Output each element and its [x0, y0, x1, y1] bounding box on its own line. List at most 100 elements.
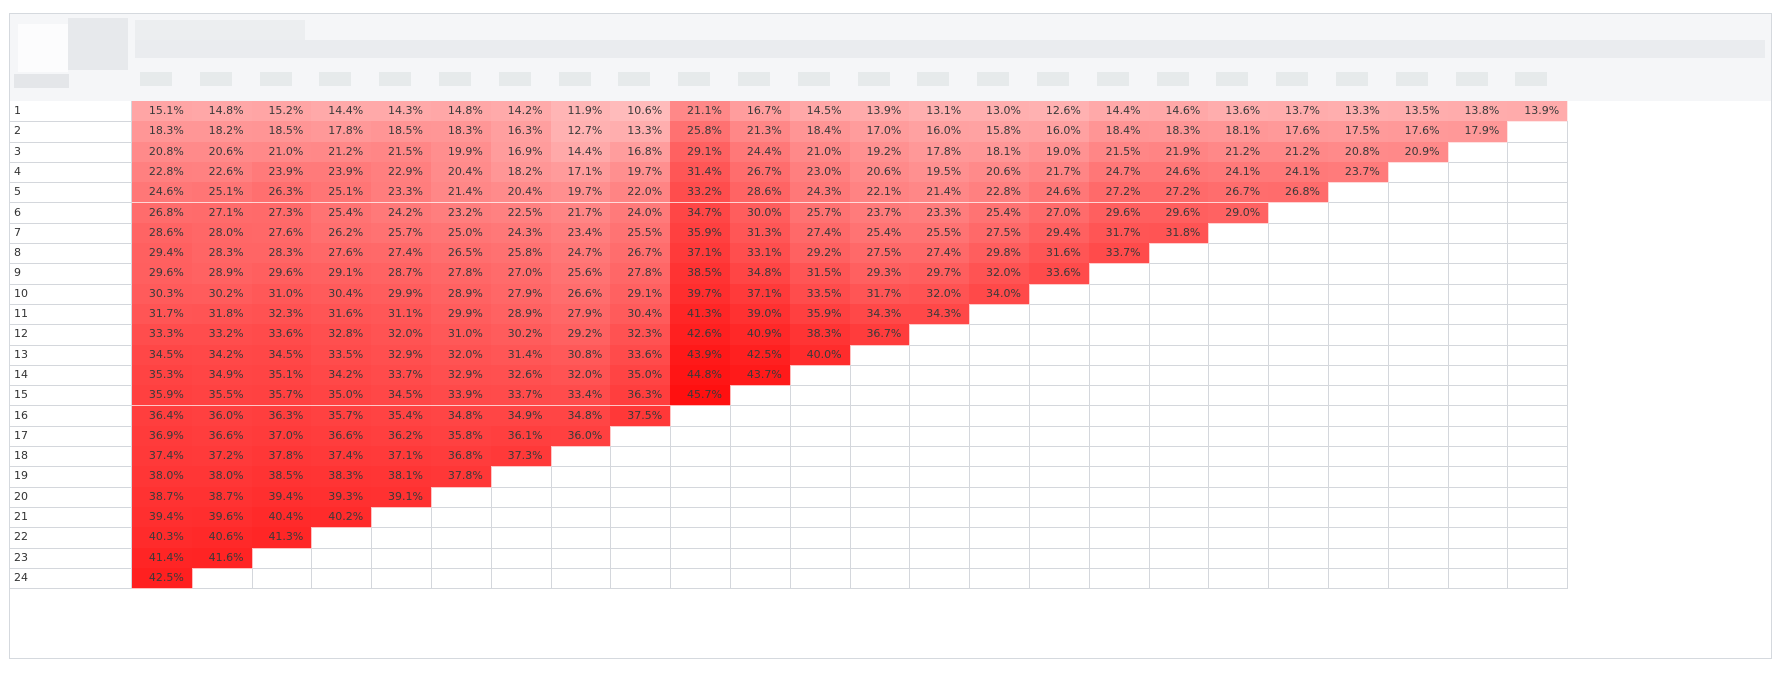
empty-cell: [1208, 486, 1270, 508]
empty-cell: [1148, 344, 1210, 366]
table-cell: 36.4%: [132, 405, 193, 427]
empty-cell: [1328, 486, 1389, 508]
empty-cell: [969, 385, 1030, 407]
table-cell: 33.2%: [670, 182, 731, 204]
empty-cell: [969, 304, 1030, 326]
empty-cell: [1387, 446, 1449, 468]
table-cell: 27.0%: [1029, 202, 1090, 224]
table-cell: 27.6%: [251, 222, 313, 245]
table-cell: 23.3%: [909, 202, 971, 224]
table-cell: 20.8%: [132, 141, 193, 163]
empty-cell: [1387, 304, 1449, 326]
table-cell: 43.9%: [670, 344, 731, 366]
table-cell: 27.5%: [849, 243, 911, 265]
empty-cell: [1507, 182, 1569, 204]
empty-cell: [1088, 304, 1150, 326]
empty-cell: [909, 446, 971, 468]
table-cell: 29.0%: [1208, 202, 1270, 224]
empty-cell: [550, 567, 612, 590]
empty-cell: [1208, 466, 1270, 488]
empty-cell: [490, 466, 552, 488]
table-cell: 13.8%: [1447, 101, 1509, 123]
empty-cell: [1268, 283, 1329, 305]
table-cell: 38.3%: [311, 466, 373, 488]
row-label: 19: [10, 466, 132, 488]
table-cell: 22.6%: [191, 161, 253, 184]
table-cell: 25.5%: [610, 222, 672, 245]
row-label: 12: [10, 324, 132, 346]
table-cell: 15.1%: [132, 101, 193, 123]
empty-cell: [1387, 161, 1449, 184]
empty-cell: [1029, 425, 1090, 448]
empty-cell: [1268, 385, 1329, 407]
empty-cell: [909, 507, 971, 529]
empty-cell: [1507, 202, 1569, 224]
empty-cell: [1507, 263, 1569, 285]
empty-cell: [1447, 161, 1509, 184]
table-cell: 36.0%: [550, 425, 612, 448]
table-cell: 33.7%: [490, 385, 552, 407]
table-cell: 18.4%: [789, 121, 851, 143]
table-cell: 23.4%: [550, 222, 612, 245]
empty-cell: [1387, 283, 1449, 305]
table-cell: 37.0%: [251, 425, 313, 448]
empty-cell: [1268, 243, 1329, 265]
table-cell: 21.0%: [789, 141, 851, 163]
table-cell: 31.0%: [431, 324, 492, 346]
table-cell: 14.8%: [431, 101, 492, 123]
empty-cell: [789, 507, 851, 529]
table-cell: 11.9%: [550, 101, 612, 123]
table-cell: 14.5%: [789, 101, 851, 123]
empty-cell: [1208, 385, 1270, 407]
empty-cell: [1148, 547, 1210, 569]
table-cell: 14.2%: [490, 101, 552, 123]
table-cell: 33.6%: [1029, 263, 1090, 285]
empty-cell: [1208, 324, 1270, 346]
table-cell: 38.5%: [251, 466, 313, 488]
empty-cell: [1029, 364, 1090, 387]
table-cell: 36.3%: [610, 385, 672, 407]
table-cell: 39.1%: [371, 486, 432, 508]
row-label: 24: [10, 567, 132, 590]
table-cell: 14.3%: [371, 101, 432, 123]
table-cell: 28.7%: [371, 263, 432, 285]
table-cell: 22.5%: [490, 202, 552, 224]
table-cell: 32.0%: [550, 364, 612, 387]
table-cell: 15.8%: [969, 121, 1030, 143]
table-cell: 17.9%: [1447, 121, 1509, 143]
table-cell: 25.7%: [371, 222, 432, 245]
table-cell: 23.7%: [849, 202, 911, 224]
empty-cell: [1029, 304, 1090, 326]
empty-cell: [1208, 344, 1270, 366]
table-cell: 35.3%: [132, 364, 193, 387]
empty-cell: [1447, 243, 1509, 265]
empty-cell: [1148, 263, 1210, 285]
table-cell: 36.8%: [431, 446, 492, 468]
empty-cell: [1447, 527, 1509, 549]
table-cell: 33.3%: [132, 324, 193, 346]
table-cell: 32.9%: [371, 344, 432, 366]
table-cell: 25.1%: [191, 182, 253, 204]
empty-cell: [730, 446, 791, 468]
empty-cell: [670, 486, 731, 508]
table-cell: 19.7%: [550, 182, 612, 204]
table-cell: 32.3%: [610, 324, 672, 346]
empty-cell: [610, 486, 672, 508]
table-cell: 16.8%: [610, 141, 672, 163]
empty-cell: [730, 405, 791, 427]
empty-cell: [1328, 304, 1389, 326]
table-cell: 37.3%: [490, 446, 552, 468]
empty-cell: [730, 547, 791, 569]
empty-cell: [1088, 446, 1150, 468]
empty-cell: [789, 547, 851, 569]
empty-cell: [1328, 507, 1389, 529]
table-cell: 14.6%: [1148, 101, 1210, 123]
empty-cell: [550, 486, 612, 508]
empty-cell: [1328, 364, 1389, 387]
empty-cell: [1208, 405, 1270, 427]
empty-cell: [1328, 182, 1389, 204]
table-cell: 20.9%: [1387, 141, 1449, 163]
empty-cell: [1507, 222, 1569, 245]
table-cell: 37.1%: [730, 283, 791, 305]
table-cell: 24.1%: [1208, 161, 1270, 184]
